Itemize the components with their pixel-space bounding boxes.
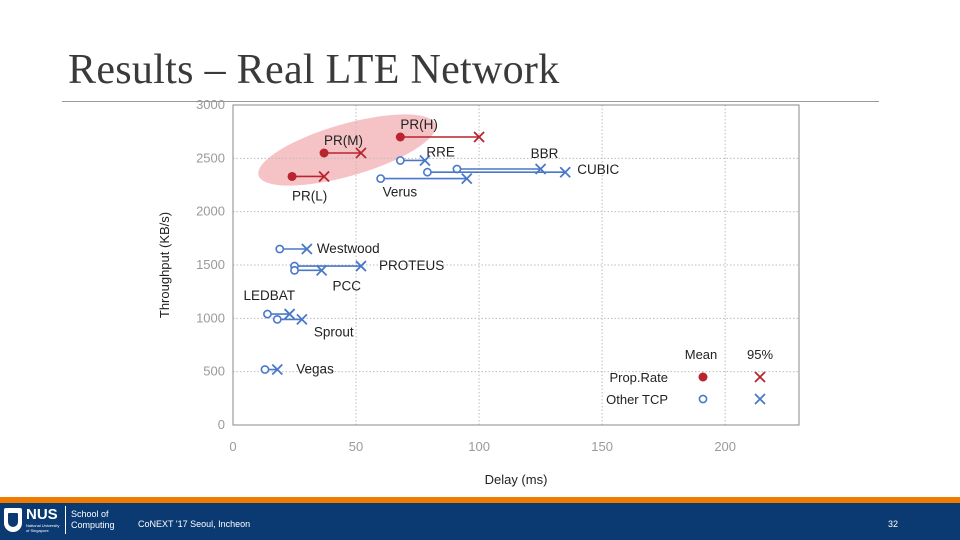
series-cubic: CUBIC <box>423 162 619 178</box>
nus-logo: NUS National University of Singapore Sch… <box>4 500 122 540</box>
page-number: 32 <box>888 519 899 529</box>
series-ledbat: LEDBAT <box>243 288 296 320</box>
series-label: BBR <box>531 146 559 161</box>
logo-school: School of Computing <box>71 509 115 530</box>
series-pcc: PCC <box>290 264 362 293</box>
p95-marker <box>283 308 296 320</box>
y-tick-label: 2500 <box>196 150 225 165</box>
y-tick-label: 0 <box>218 417 225 432</box>
p95-marker <box>315 264 328 276</box>
p95-marker <box>754 371 766 383</box>
mean-marker <box>395 132 405 142</box>
logo-divider <box>65 506 66 534</box>
slide-title: Results – Real LTE Network <box>68 47 560 93</box>
legend-column-header: 95% <box>747 347 773 362</box>
mean-marker <box>376 174 386 183</box>
series-verus: Verus <box>376 172 473 200</box>
series-label: Vegas <box>296 362 334 377</box>
p95-marker <box>296 313 308 326</box>
footer-conference: CoNEXT '17 Seoul, Incheon <box>138 519 251 529</box>
footer-bar <box>0 497 960 540</box>
plot-frame <box>232 104 800 426</box>
series-label: Sprout <box>314 324 354 339</box>
mean-marker <box>319 148 329 158</box>
p95-marker <box>559 166 571 178</box>
series-westwood: Westwood <box>275 241 380 256</box>
y-tick-label: 1500 <box>196 257 225 272</box>
series-label: RRE <box>426 144 455 159</box>
series-label: CUBIC <box>577 162 619 177</box>
series-label: PROTEUS <box>379 258 444 273</box>
series-rre: RRE <box>395 144 455 167</box>
title-divider <box>62 101 879 102</box>
p95-marker <box>271 363 283 376</box>
x-tick-label: 0 <box>229 439 236 454</box>
legend-column-header: Mean <box>685 347 718 362</box>
x-tick-label: 150 <box>591 439 613 454</box>
nus-crest-icon <box>4 508 22 532</box>
series-pr-m: PR(M) <box>319 133 367 159</box>
mean-marker <box>698 394 708 404</box>
legend: Mean 95% Prop.Rate Other TCP <box>606 347 773 407</box>
series-pr-h: PR(H) <box>395 117 485 143</box>
mean-marker <box>260 365 270 374</box>
p95-marker <box>419 154 431 167</box>
series-label: PCC <box>333 278 362 293</box>
mean-marker <box>275 244 285 254</box>
series-label: Verus <box>383 185 418 200</box>
mean-marker <box>290 265 299 275</box>
mean-marker <box>423 167 432 177</box>
series-label: LEDBAT <box>243 288 295 303</box>
x-tick-label: 50 <box>349 439 363 454</box>
proprate-highlight-region <box>258 114 436 186</box>
x-axis-label: Delay (ms) <box>485 472 548 487</box>
series-vegas: Vegas <box>260 362 334 377</box>
mean-marker <box>263 309 272 319</box>
legend-entry-label: Prop.Rate <box>609 370 668 385</box>
y-axis-label: Throughput (KB/s) <box>157 212 172 318</box>
x-tick-label: 200 <box>714 439 736 454</box>
series-proteus: PROTEUS <box>290 258 444 273</box>
series-bbr: BBR <box>452 146 559 175</box>
series-label: Westwood <box>317 241 380 256</box>
y-tick-label: 3000 <box>196 97 225 112</box>
mean-marker <box>698 372 708 382</box>
mean-marker <box>272 314 282 324</box>
logo-subtitle: National University of Singapore <box>26 523 60 533</box>
p95-marker <box>473 131 485 143</box>
y-tick-label: 1000 <box>196 310 225 325</box>
p95-marker <box>754 393 766 405</box>
legend-entry-label: Other TCP <box>606 392 668 407</box>
p95-marker <box>461 172 473 185</box>
series-label: PR(M) <box>324 133 363 148</box>
series-sprout: Sprout <box>272 313 354 339</box>
nus-wordmark: NUS National University of Singapore <box>26 507 60 533</box>
mean-marker <box>287 171 297 181</box>
p95-marker <box>301 243 313 255</box>
p95-marker <box>355 147 367 159</box>
series-label: PR(H) <box>400 117 438 132</box>
mean-marker <box>395 156 405 165</box>
series-label: PR(L) <box>292 188 327 203</box>
series-pr-l: PR(L) <box>287 170 330 203</box>
p95-marker <box>355 260 367 272</box>
x-tick-label: 100 <box>468 439 490 454</box>
y-tick-label: 2000 <box>196 204 225 219</box>
p95-marker <box>318 170 330 183</box>
logo-name: NUS <box>26 506 58 523</box>
y-tick-label: 500 <box>203 364 225 379</box>
